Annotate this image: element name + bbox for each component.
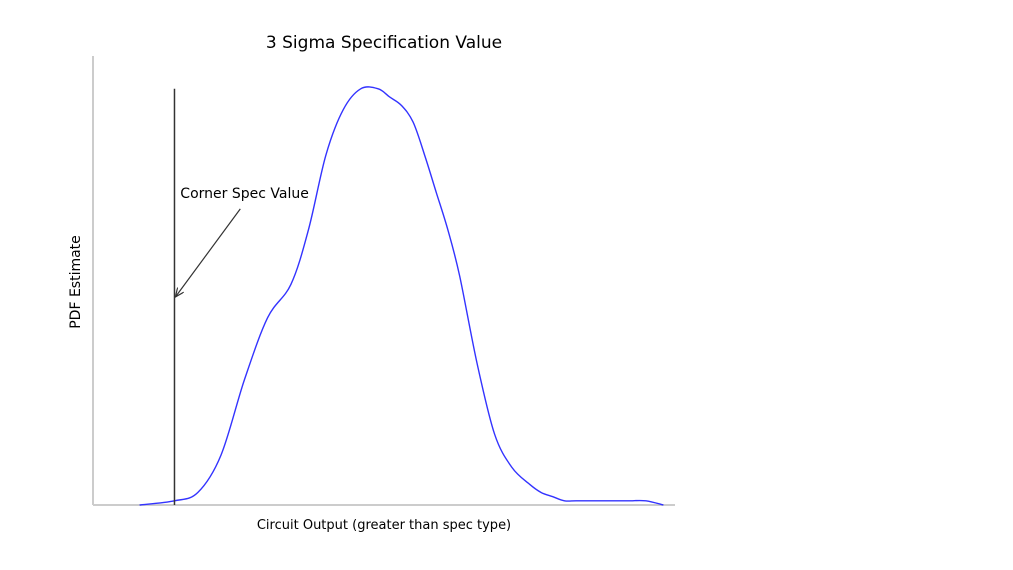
annotation-label: Corner Spec Value — [180, 186, 309, 202]
chart-title: 3 Sigma Specification Value — [266, 33, 502, 53]
y-axis-label: PDF Estimate — [68, 235, 84, 329]
annotation-arrow — [175, 208, 241, 297]
annotation-layer: Corner Spec Value — [173, 88, 309, 505]
x-axis-label: Circuit Output (greater than spec type) — [257, 518, 511, 533]
pdf-curve-line — [139, 86, 664, 506]
series-layer — [139, 86, 664, 506]
